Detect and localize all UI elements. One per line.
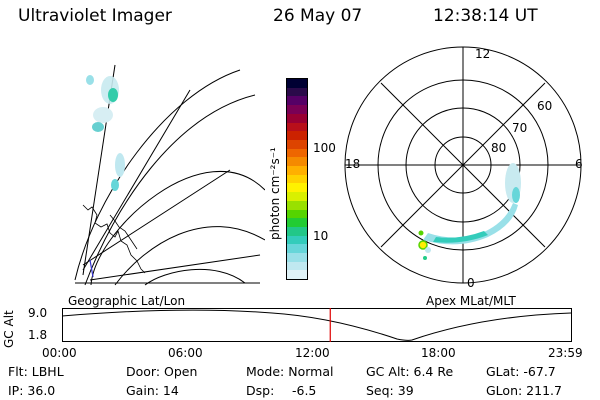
glon-info: GLon: 211.7 xyxy=(486,383,562,398)
colorbar-segment xyxy=(287,174,307,184)
colorbar-segment xyxy=(287,261,307,271)
door-info: Door: Open xyxy=(126,364,198,379)
geographic-map xyxy=(74,64,265,286)
seq-info: Seq: 39 xyxy=(366,383,414,398)
instrument-title: Ultraviolet Imager xyxy=(18,6,172,26)
gc-alt-info: GC Alt: 6.4 Re xyxy=(366,364,454,379)
colorbar-tick-10: 10 xyxy=(313,229,329,243)
glat-info: GLat: -67.7 xyxy=(486,364,556,379)
colorbar-segment xyxy=(287,192,307,201)
colorbar-segment xyxy=(287,200,307,210)
polar-label-6: 6 xyxy=(575,157,583,171)
altitude-xtick-1800: 18:00 xyxy=(421,346,456,360)
polar-lat-60: 60 xyxy=(537,99,553,113)
altitude-ylabel: GC Alt xyxy=(2,310,16,348)
altitude-ytick-1.8: 1.8 xyxy=(28,328,48,342)
colorbar-segment xyxy=(287,87,307,97)
polar-lat-80: 80 xyxy=(491,141,507,155)
polar-panel-label: Apex MLat/MLT xyxy=(426,294,516,308)
ip-info: IP: 36.0 xyxy=(8,383,56,398)
colorbar-segment xyxy=(287,79,307,88)
colorbar-segment xyxy=(287,131,307,140)
polar-lat-70: 70 xyxy=(512,121,528,135)
altitude-xtick-0600: 06:00 xyxy=(168,346,203,360)
colorbar-segment xyxy=(287,148,307,158)
colorbar-segment xyxy=(287,166,307,175)
colorbar-segment xyxy=(287,244,307,254)
colorbar-segment xyxy=(287,270,307,280)
polar-map xyxy=(344,46,582,284)
colorbar-segment xyxy=(287,218,307,227)
gain-info: Gain: 14 xyxy=(126,383,179,398)
colorbar-segment xyxy=(287,139,307,149)
dsp-value: -6.5 xyxy=(292,383,317,398)
mode-info: Mode: Normal xyxy=(246,364,334,379)
polar-label-18: 18 xyxy=(345,157,361,171)
altitude-plot xyxy=(62,308,572,342)
colorbar-segment xyxy=(287,226,307,236)
dsp-label: Dsp: xyxy=(246,383,275,398)
colorbar-tick-100: 100 xyxy=(313,141,336,155)
colorbar-segment xyxy=(287,209,307,219)
filter-info: Flt: LBHL xyxy=(8,364,64,379)
altitude-ytick-9: 9.0 xyxy=(28,306,48,320)
colorbar-segment xyxy=(287,253,307,262)
colorbar-segment xyxy=(287,157,307,167)
altitude-xtick-1200: 12:00 xyxy=(295,346,330,360)
polar-label-0: 0 xyxy=(467,276,475,290)
colorbar-segment xyxy=(287,105,307,114)
geo-panel-label: Geographic Lat/Lon xyxy=(68,294,186,308)
altitude-xtick-0000: 00:00 xyxy=(42,346,77,360)
colorbar-segment xyxy=(287,183,307,193)
altitude-xtick-2359: 23:59 xyxy=(548,346,583,360)
colorbar-segment xyxy=(287,113,307,123)
colorbar xyxy=(286,78,308,280)
colorbar-unit-label: photon cm⁻²s⁻¹ xyxy=(268,147,282,240)
time-label: 12:38:14 UT xyxy=(433,6,538,26)
polar-label-12: 12 xyxy=(475,47,491,61)
colorbar-segment xyxy=(287,122,307,132)
date-label: 26 May 07 xyxy=(273,6,363,26)
colorbar-segment xyxy=(287,96,307,106)
colorbar-segment xyxy=(287,235,307,245)
